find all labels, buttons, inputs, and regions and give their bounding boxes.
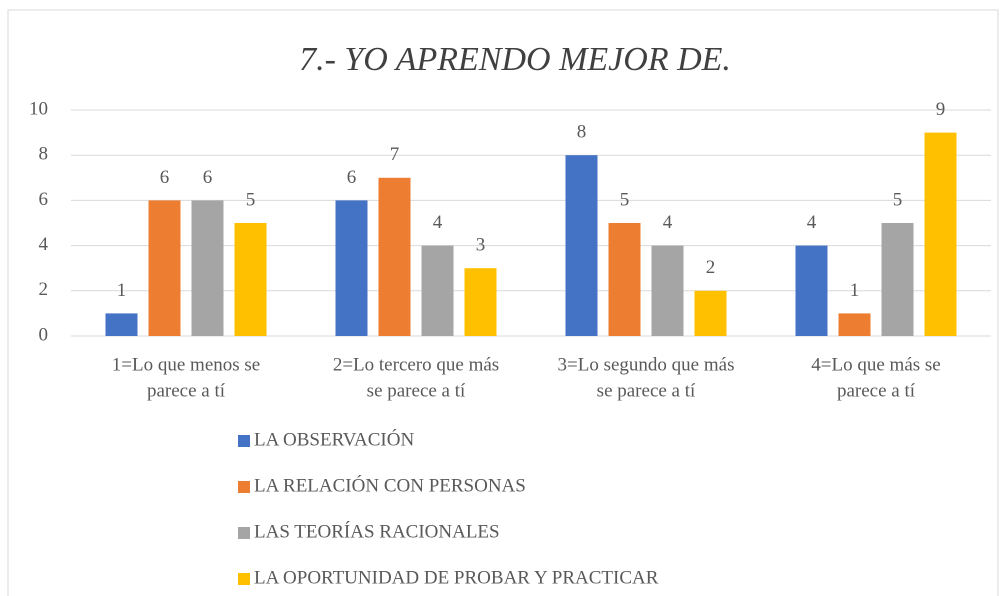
y-tick-label: 2 xyxy=(39,279,49,300)
y-tick-label: 0 xyxy=(39,324,49,345)
legend-label: LA OPORTUNIDAD DE PROBAR Y PRACTICAR xyxy=(254,567,659,588)
data-label: 4 xyxy=(807,212,817,233)
bar xyxy=(191,200,224,336)
bar xyxy=(234,223,267,336)
data-label: 7 xyxy=(390,144,400,165)
chart-title: 7.- YO APRENDO MEJOR DE. xyxy=(299,41,731,78)
bar xyxy=(694,290,727,336)
legend-swatch xyxy=(238,527,250,539)
data-label: 5 xyxy=(893,189,903,210)
data-label: 9 xyxy=(936,99,946,120)
x-tick-label: se parece a tí xyxy=(367,380,466,401)
data-label: 4 xyxy=(663,212,673,233)
legend-label: LA RELACIÓN CON PERSONAS xyxy=(254,474,526,496)
bar xyxy=(421,245,454,336)
data-label: 5 xyxy=(620,189,630,210)
data-label: 6 xyxy=(203,167,213,188)
data-label: 8 xyxy=(577,122,587,143)
bar xyxy=(651,245,684,336)
data-label: 4 xyxy=(433,212,443,233)
bar xyxy=(105,313,138,336)
data-label: 1 xyxy=(850,280,860,301)
data-label: 2 xyxy=(706,257,716,278)
y-tick-label: 8 xyxy=(39,144,49,165)
legend-label: LAS TEORÍAS RACIONALES xyxy=(254,520,500,542)
bar xyxy=(335,200,368,336)
x-tick-label: 3=Lo segundo que más xyxy=(558,354,735,375)
x-tick-label: 1=Lo que menos se xyxy=(112,354,260,375)
y-tick-label: 6 xyxy=(39,189,49,210)
y-tick-label: 4 xyxy=(39,234,49,255)
data-label: 3 xyxy=(476,235,486,256)
legend-swatch xyxy=(238,481,250,493)
x-tick-label: parece a tí xyxy=(147,380,226,401)
bar xyxy=(464,268,497,336)
data-label: 5 xyxy=(246,189,256,210)
legend-swatch xyxy=(238,573,250,585)
bar xyxy=(838,313,871,336)
x-tick-label: se parece a tí xyxy=(597,380,696,401)
x-tick-label: parece a tí xyxy=(837,380,916,401)
x-tick-label: 2=Lo tercero que más xyxy=(333,354,499,375)
legend-label: LA OBSERVACIÓN xyxy=(254,428,414,450)
legend-swatch xyxy=(238,435,250,447)
bar xyxy=(565,155,598,336)
data-label: 1 xyxy=(117,280,127,301)
bar xyxy=(148,200,181,336)
bar xyxy=(795,245,828,336)
x-tick-label: 4=Lo que más se xyxy=(811,354,940,375)
data-label: 6 xyxy=(347,167,357,188)
bar xyxy=(881,223,914,336)
data-label: 6 xyxy=(160,167,170,188)
y-tick-label: 10 xyxy=(29,98,48,119)
bar xyxy=(924,132,957,336)
bar xyxy=(378,177,411,336)
bar xyxy=(608,223,641,336)
